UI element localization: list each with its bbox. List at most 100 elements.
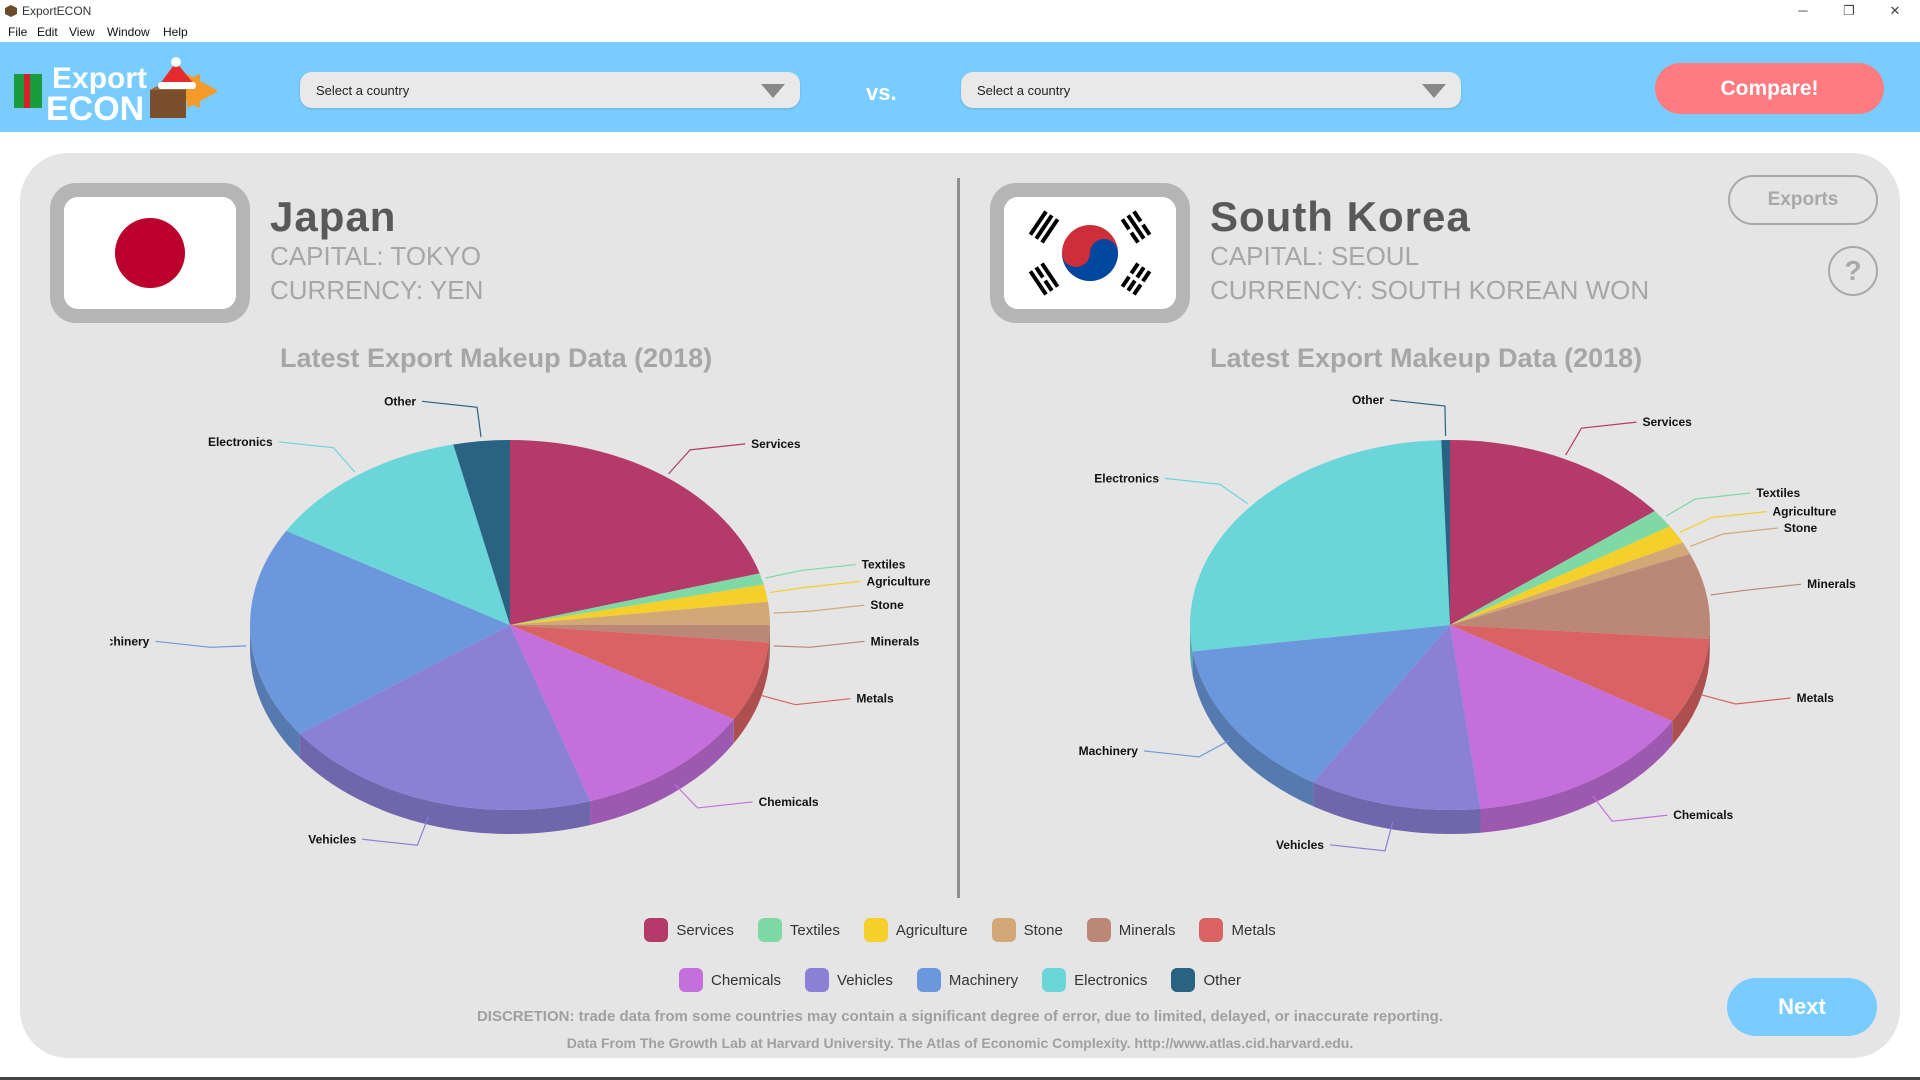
legend-row-2: Chemicals Vehicles Machinery Electronics Oth… bbox=[20, 968, 1900, 992]
legend-item-minerals: Minerals bbox=[1086, 918, 1176, 942]
pie-label-vehicles: Vehicles bbox=[1276, 838, 1324, 852]
pie-slice-minerals bbox=[510, 625, 770, 643]
pie-label-chemicals: Chemicals bbox=[759, 795, 819, 809]
leader-line-vehicles bbox=[362, 816, 429, 846]
pie-slice-metals bbox=[510, 625, 769, 720]
legend-item-other: Other bbox=[1171, 968, 1241, 992]
compare-button[interactable]: Compare! bbox=[1655, 63, 1884, 114]
legend-label: Electronics bbox=[1074, 971, 1148, 989]
pie-slice-machinery bbox=[1192, 625, 1450, 783]
menu-edit[interactable]: Edit bbox=[37, 25, 58, 39]
pie-label-services: Services bbox=[1642, 415, 1692, 429]
leader-line-chemicals bbox=[1592, 795, 1668, 822]
flag-frame-left bbox=[50, 183, 250, 323]
legend-label: Machinery bbox=[948, 971, 1019, 989]
leader-line-agriculture bbox=[1679, 511, 1767, 533]
leader-line-minerals bbox=[1710, 583, 1802, 596]
pie-chart-left: Services Textiles Agriculture Stone Minerals… bbox=[110, 394, 931, 846]
menu-file[interactable]: File bbox=[8, 25, 28, 39]
pie-label-stone: Stone bbox=[870, 598, 904, 612]
menu-help[interactable]: Help bbox=[163, 25, 188, 39]
leader-line-electronics bbox=[278, 441, 356, 473]
menu-view[interactable]: View bbox=[69, 25, 95, 39]
pie-slice-electronics bbox=[286, 444, 510, 625]
pie-chart-right: Services Textiles Agriculture Stone Minerals… bbox=[1079, 393, 1857, 852]
pie-slice-minerals bbox=[1450, 553, 1710, 639]
pie-side-metals bbox=[733, 642, 769, 744]
legend-swatch bbox=[757, 918, 782, 942]
leader-line-metals bbox=[1701, 694, 1791, 705]
vs-label: vs. bbox=[866, 80, 897, 105]
leader-line-stone bbox=[1689, 527, 1778, 548]
pie-label-minerals: Minerals bbox=[1807, 577, 1856, 591]
country-select-left[interactable]: Select a country bbox=[300, 72, 800, 108]
capital-left: CAPITAL: TOKYO bbox=[270, 241, 481, 271]
legend-label: Agriculture bbox=[895, 921, 968, 939]
legend-item-metals: Metals bbox=[1199, 918, 1276, 942]
legend-item-services: Services bbox=[644, 918, 734, 942]
chevron-down-icon bbox=[761, 84, 785, 98]
legend-swatch bbox=[679, 968, 703, 992]
country-select-right[interactable]: Select a country bbox=[961, 72, 1461, 108]
leader-line-agriculture bbox=[769, 580, 861, 594]
leader-line-chemicals bbox=[674, 784, 753, 809]
menu-window[interactable]: Window bbox=[107, 25, 150, 39]
pie-side-vehicles bbox=[299, 733, 591, 834]
country-name-left: Japan bbox=[270, 193, 397, 240]
legend-swatch bbox=[1171, 968, 1196, 992]
top-bar: Export ECON Select a country vs. Select … bbox=[0, 42, 1920, 132]
legend-item-chemicals: Chemicals bbox=[679, 968, 781, 992]
pie-label-textiles: Textiles bbox=[1756, 486, 1800, 500]
restore-button[interactable]: ❐ bbox=[1843, 3, 1855, 18]
country-select-right-label: Select a country bbox=[977, 83, 1071, 98]
leader-line-textiles bbox=[765, 563, 856, 579]
legend-label: Textiles bbox=[789, 921, 840, 939]
leader-line-textiles bbox=[1665, 492, 1751, 517]
help-button[interactable]: ? bbox=[1828, 246, 1878, 296]
pie-slice-chemicals bbox=[1450, 625, 1673, 809]
logo: Export ECON bbox=[14, 57, 217, 124]
pie-slice-stone bbox=[510, 601, 770, 625]
pie-side-machinery bbox=[1192, 651, 1314, 807]
pie-label-vehicles: Vehicles bbox=[308, 832, 356, 846]
currency-right: CURRENCY: SOUTH KOREAN WON bbox=[1210, 275, 1650, 305]
pie-label-chemicals: Chemicals bbox=[1673, 808, 1733, 822]
minimize-button[interactable]: ─ bbox=[1798, 3, 1808, 18]
next-button[interactable]: Next bbox=[1727, 978, 1877, 1036]
legend-swatch bbox=[863, 918, 888, 942]
pie-side-electronics bbox=[1190, 625, 1193, 676]
pie-side-vehicles bbox=[1313, 782, 1481, 834]
pie-label-services: Services bbox=[751, 437, 801, 451]
pie-label-agriculture: Agriculture bbox=[867, 574, 931, 588]
app-icon bbox=[5, 5, 17, 17]
pie-side-machinery bbox=[250, 625, 300, 758]
pie-slice-other bbox=[1441, 440, 1450, 625]
title-bar: ExportECON ─ ❐ ✕ bbox=[0, 0, 1920, 22]
leader-line-other bbox=[1389, 399, 1447, 437]
pie-label-other: Other bbox=[384, 394, 416, 408]
legend-item-machinery: Machinery bbox=[916, 968, 1019, 992]
svg-text:Export: Export bbox=[52, 62, 147, 95]
exports-button[interactable]: Exports bbox=[1728, 175, 1878, 225]
legend-label: Minerals bbox=[1118, 921, 1176, 939]
chart-title-right: Latest Export Makeup Data (2018) bbox=[1210, 343, 1643, 373]
legend-label: Metals bbox=[1231, 921, 1276, 939]
leader-line-machinery bbox=[155, 640, 247, 648]
leader-line-other bbox=[422, 400, 482, 438]
disclaimer-text: DISCRETION: trade data from some countri… bbox=[476, 1008, 1444, 1025]
close-button[interactable]: ✕ bbox=[1889, 3, 1901, 18]
pie-side-chemicals bbox=[1480, 721, 1673, 833]
pie-side-metals bbox=[1672, 638, 1710, 746]
pie-slice-stone bbox=[1450, 542, 1690, 625]
pie-label-other: Other bbox=[1352, 393, 1384, 407]
currency-left: CURRENCY: YEN bbox=[270, 275, 484, 305]
leader-line-services bbox=[668, 443, 746, 475]
leader-line-vehicles bbox=[1329, 821, 1394, 852]
bottom-border bbox=[0, 1077, 1920, 1080]
pie-label-machinery: Machinery bbox=[110, 634, 150, 648]
source-text: Data From The Growth Lab at Harvard Univ… bbox=[566, 1035, 1354, 1051]
chart-title-left: Latest Export Makeup Data (2018) bbox=[280, 343, 713, 373]
pie-label-machinery: Machinery bbox=[1079, 744, 1139, 758]
pie-label-textiles: Textiles bbox=[862, 558, 906, 572]
legend-item-vehicles: Vehicles bbox=[805, 968, 893, 992]
